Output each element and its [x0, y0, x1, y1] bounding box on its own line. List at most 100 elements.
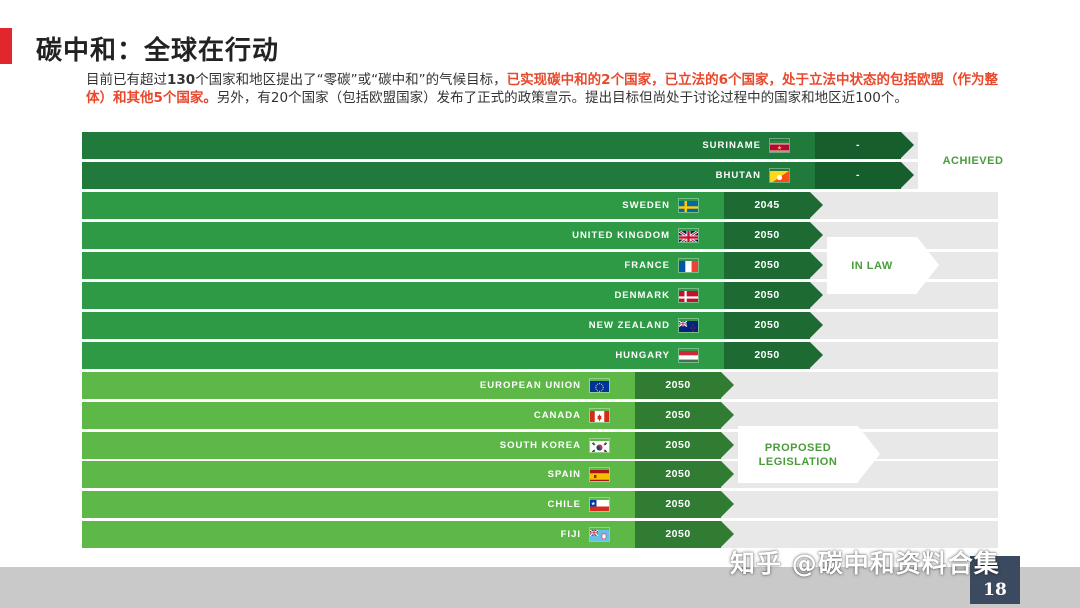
flag-sweden-icon	[679, 199, 698, 212]
year-arrow-tip	[721, 491, 734, 517]
country-row: EUROPEAN UNION 2050	[82, 372, 998, 399]
intro-paragraph: 目前已有超过130个国家和地区提出了“零碳”或“碳中和”的气候目标，已实现碳中和…	[86, 71, 1004, 107]
country-row: BHUTAN -	[82, 162, 998, 189]
year-arrow-tip	[721, 521, 734, 547]
target-year: 2050	[724, 282, 810, 309]
country-name: BHUTAN	[715, 170, 761, 181]
country-bar	[82, 402, 635, 429]
group-label-text: PROPOSED LEGISLATION	[758, 441, 838, 468]
country-row: FIJI 2050	[82, 521, 998, 548]
target-year: 2050	[724, 312, 810, 339]
country-bar	[82, 432, 635, 459]
target-year: 2050	[635, 461, 721, 488]
country-name: CHILE	[547, 499, 581, 510]
flag-france-icon	[679, 259, 698, 272]
country-name: HUNGARY	[615, 350, 670, 361]
group-label-text: ACHIEVED	[942, 154, 1004, 167]
country-bar	[82, 491, 635, 518]
country-row: DENMARK 2050	[82, 282, 998, 309]
intro-count: 130	[167, 72, 196, 88]
country-bar	[82, 192, 724, 219]
page-number: 18	[970, 556, 1020, 604]
group-label-in-law: IN LAW	[827, 237, 939, 294]
country-name: SWEDEN	[622, 200, 670, 211]
title-accent-bar	[0, 28, 12, 64]
country-name: NEW ZEALAND	[588, 320, 670, 331]
intro-text-1: 目前已有超过	[86, 72, 167, 88]
country-row: NEW ZEALAND 2050	[82, 312, 998, 339]
country-bar	[82, 282, 724, 309]
target-year: 2050	[724, 252, 810, 279]
country-bar	[82, 162, 815, 189]
intro-text-3: 另外，有20个国家（包括欧盟国家）发布了正式的政策宣示。提出目标但尚处于讨论过程…	[216, 90, 908, 106]
flag-spain-icon	[590, 468, 609, 481]
country-row: UNITED KINGDOM 2050	[82, 222, 998, 249]
group-label-proposed: PROPOSED LEGISLATION	[738, 426, 880, 483]
country-bar	[82, 222, 724, 249]
country-bar	[82, 132, 815, 159]
flag-suriname-icon	[770, 139, 789, 152]
country-row: SURINAME -	[82, 132, 998, 159]
country-bar	[82, 342, 724, 369]
year-arrow-tip	[901, 162, 914, 188]
target-year: -	[815, 132, 901, 159]
year-arrow-tip	[810, 222, 823, 248]
flag-canada-icon	[590, 409, 609, 422]
country-bar	[82, 372, 635, 399]
year-arrow-tip	[810, 282, 823, 308]
country-name: FRANCE	[624, 260, 670, 271]
country-row: SWEDEN 2045	[82, 192, 998, 219]
country-name: SPAIN	[547, 469, 581, 480]
net-zero-target-chart: SURINAME - BHUTAN - SWEDEN 2045 UNITED KINGDOM…	[82, 132, 1050, 550]
flag-south-korea-icon	[590, 439, 609, 452]
flag-new-zealand-icon	[679, 319, 698, 332]
footer-band	[0, 567, 1080, 608]
year-arrow-tip	[810, 252, 823, 278]
group-label-text: IN LAW	[851, 259, 893, 272]
year-arrow-tip	[810, 312, 823, 338]
country-name: UNITED KINGDOM	[572, 230, 670, 241]
country-bar	[82, 252, 724, 279]
watermark: 知乎 @碳中和资料合集	[730, 549, 1000, 578]
year-arrow-tip	[810, 342, 823, 368]
country-name: FIJI	[560, 529, 581, 540]
group-label-arrow	[858, 426, 880, 482]
page-title: 碳中和：全球在行动	[36, 36, 280, 66]
year-arrow-tip	[721, 372, 734, 398]
country-row: CANADA 2050	[82, 402, 998, 429]
flag-uk-icon	[679, 229, 698, 242]
target-year: 2050	[635, 402, 721, 429]
intro-highlight: 已实现碳中和的2个国家，已立法的6个国家，处于立法中状态的包括欧盟（作为整体）和…	[86, 72, 998, 106]
intro-text-2: 个国家和地区提出了“零碳”或“碳中和”的气候目标，	[195, 72, 507, 88]
country-row: SPAIN 2050	[82, 461, 998, 488]
flag-bhutan-icon	[770, 169, 789, 182]
target-year: -	[815, 162, 901, 189]
target-year: 2050	[635, 372, 721, 399]
group-label-achieved: ACHIEVED	[918, 132, 1050, 189]
target-year: 2045	[724, 192, 810, 219]
country-row: FRANCE 2050	[82, 252, 998, 279]
country-bar	[82, 312, 724, 339]
flag-chile-icon	[590, 498, 609, 511]
group-label-arrow	[917, 237, 939, 293]
target-year: 2050	[635, 432, 721, 459]
target-year: 2050	[635, 521, 721, 548]
country-row: CHILE 2050	[82, 491, 998, 518]
year-arrow-tip	[721, 402, 734, 428]
year-arrow-tip	[721, 461, 734, 487]
country-bar	[82, 461, 635, 488]
country-name: CANADA	[533, 410, 581, 421]
flag-denmark-icon	[679, 289, 698, 302]
group-label-arrow	[1028, 132, 1050, 188]
flag-hungary-icon	[679, 349, 698, 362]
target-year: 2050	[724, 222, 810, 249]
year-arrow-tip	[810, 192, 823, 218]
year-arrow-tip	[721, 432, 734, 458]
year-arrow-tip	[901, 132, 914, 158]
country-name: EUROPEAN UNION	[479, 380, 581, 391]
country-name: SURINAME	[702, 140, 761, 151]
flag-fiji-icon	[590, 528, 609, 541]
target-year: 2050	[724, 342, 810, 369]
target-year: 2050	[635, 491, 721, 518]
country-row: HUNGARY 2050	[82, 342, 998, 369]
